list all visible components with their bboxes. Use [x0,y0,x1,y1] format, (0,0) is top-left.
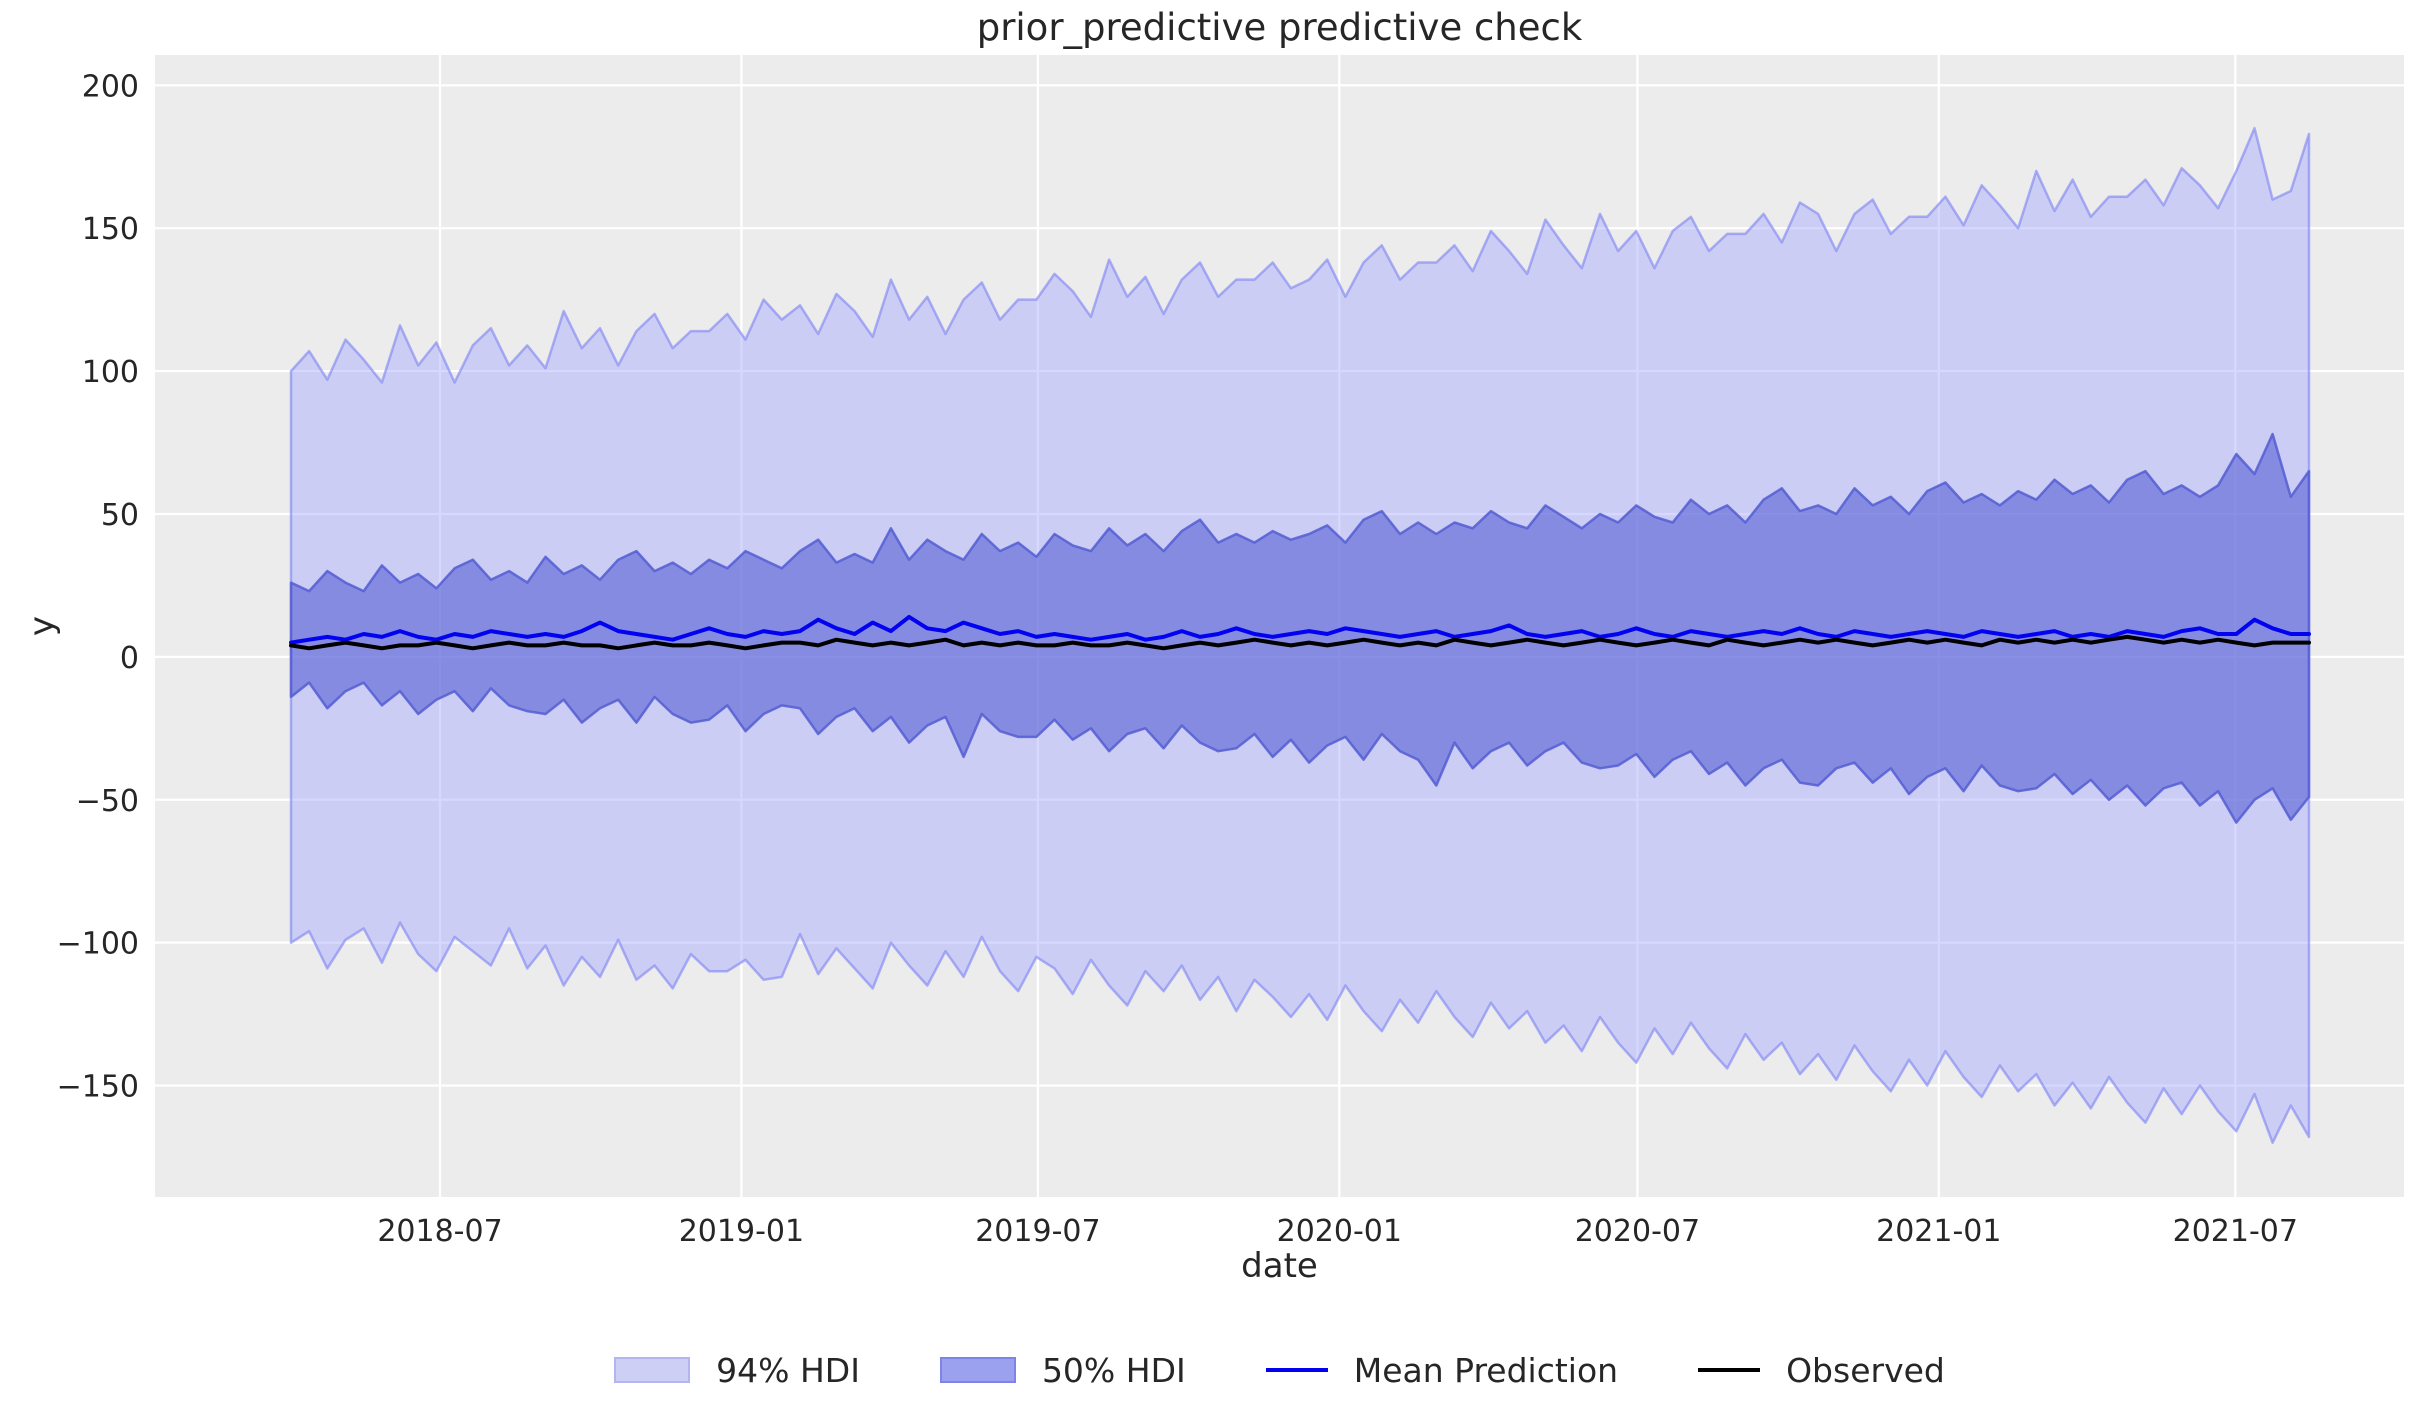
y-tick-label: 150 [82,212,139,247]
legend-item-94-hdi: 94% HDI [614,1351,860,1390]
x-tick-label: 2019-01 [679,1214,804,1249]
legend-item-mean-prediction: Mean Prediction [1265,1350,1619,1390]
x-tick-label: 2019-07 [975,1214,1100,1249]
y-tick-label: 0 [120,641,139,676]
y-tick-label: −50 [76,784,139,819]
x-axis-label: date [1241,1246,1318,1286]
y-axis-label: y [22,615,62,637]
mean-prediction-line [289,614,2311,645]
legend-label-mean-prediction: Mean Prediction [1353,1350,1619,1390]
observed-swatch [1698,1368,1761,1372]
legend-item-observed: Observed [1698,1351,1945,1390]
legend: 94% HDI 50% HDI Mean Prediction Observed [155,1340,2404,1400]
x-tick-label: 2021-01 [1876,1214,2001,1249]
legend-label-observed: Observed [1786,1350,1945,1390]
mean-prediction-swatch [1265,1368,1328,1372]
hdi-94-swatch [614,1357,691,1383]
legend-label-94-hdi: 94% HDI [716,1350,860,1390]
x-tick-label: 2021-07 [2173,1214,2298,1249]
y-tick-label: 50 [101,498,139,533]
legend-label-50-hdi: 50% HDI [1041,1350,1186,1390]
x-tick-label: 2018-07 [377,1214,502,1249]
y-tick-label: 200 [82,69,139,104]
y-tick-label: 100 [82,355,139,390]
y-tick-label: −150 [57,1070,139,1105]
x-tick-label: 2020-01 [1277,1214,1402,1249]
x-tick-label: 2020-07 [1575,1214,1700,1249]
legend-item-50-hdi: 50% HDI [939,1350,1186,1390]
hdi-50-swatch [939,1357,1016,1383]
observed-line [289,634,2311,651]
chart-title: prior_predictive predictive check [976,6,1583,49]
hdi-50-band [289,432,2311,824]
y-tick-label: −100 [57,927,139,962]
